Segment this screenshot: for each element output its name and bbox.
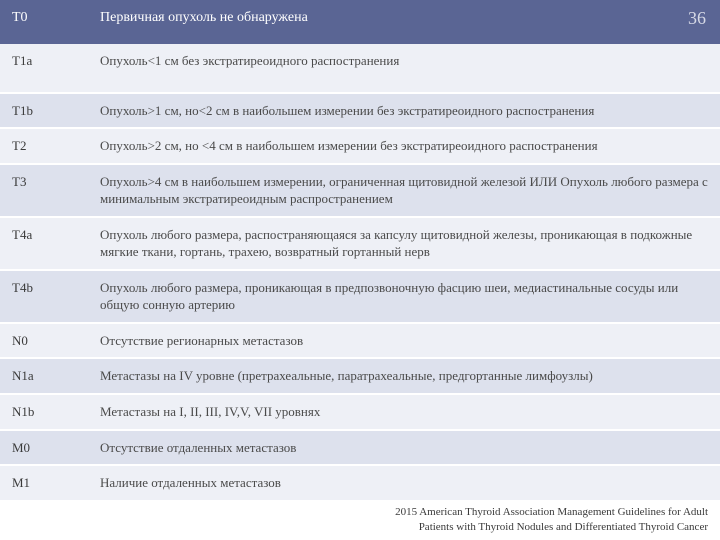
row-desc-cell: Отсутствие отдаленных метастазов [88,430,720,466]
row-desc-cell: Метастазы на IV уровне (претрахеальные, … [88,358,720,394]
row-code-cell: M0 [0,430,88,466]
row-desc-cell: Опухоль любого размера, проникающая в пр… [88,270,720,323]
row-code-cell: N1a [0,358,88,394]
header-code-cell: T0 [0,0,88,44]
row-code-cell: T1a [0,44,88,93]
row-code-cell: T1b [0,93,88,129]
table-row: N1bМетастазы на I, II, III, IV,V, VII ур… [0,394,720,430]
row-desc-cell: Метастазы на I, II, III, IV,V, VII уровн… [88,394,720,430]
staging-table: T0 Первичная опухоль не обнаружена 36 T1… [0,0,720,502]
row-code-cell: T4a [0,217,88,270]
table-header-row: T0 Первичная опухоль не обнаружена 36 [0,0,720,44]
header-desc-cell: Первичная опухоль не обнаружена 36 [88,0,720,44]
row-desc-cell: Наличие отдаленных метастазов [88,465,720,501]
header-desc-text: Первичная опухоль не обнаружена [100,10,308,25]
page-number: 36 [688,8,706,29]
row-code-cell: T4b [0,270,88,323]
table-row: M1Наличие отдаленных метастазов [0,465,720,501]
row-desc-cell: Опухоль<1 см без экстратиреоидного распо… [88,44,720,93]
table-row: M0Отсутствие отдаленных метастазов [0,430,720,466]
table-row: T1aОпухоль<1 см без экстратиреоидного ра… [0,44,720,93]
row-desc-cell: Опухоль любого размера, распостраняющаяс… [88,217,720,270]
row-code-cell: T2 [0,128,88,164]
row-desc-cell: Отсутствие регионарных метастазов [88,323,720,359]
table-row: T4bОпухоль любого размера, проникающая в… [0,270,720,323]
row-desc-cell: Опухоль>1 см, но<2 см в наибольшем измер… [88,93,720,129]
row-code-cell: N0 [0,323,88,359]
row-desc-cell: Опухоль>4 см в наибольшем измерении, огр… [88,164,720,217]
row-desc-cell: Опухоль>2 см, но <4 см в наибольшем изме… [88,128,720,164]
table-row: T2Опухоль>2 см, но <4 см в наибольшем из… [0,128,720,164]
table-row: T4aОпухоль любого размера, распостраняющ… [0,217,720,270]
row-code-cell: M1 [0,465,88,501]
citation-text: 2015 American Thyroid Association Manage… [378,505,708,534]
row-code-cell: N1b [0,394,88,430]
row-code-cell: T3 [0,164,88,217]
table-row: N1aМетастазы на IV уровне (претрахеальны… [0,358,720,394]
table-row: N0Отсутствие регионарных метастазов [0,323,720,359]
table-row: T3Опухоль>4 см в наибольшем измерении, о… [0,164,720,217]
table-row: T1bОпухоль>1 см, но<2 см в наибольшем из… [0,93,720,129]
